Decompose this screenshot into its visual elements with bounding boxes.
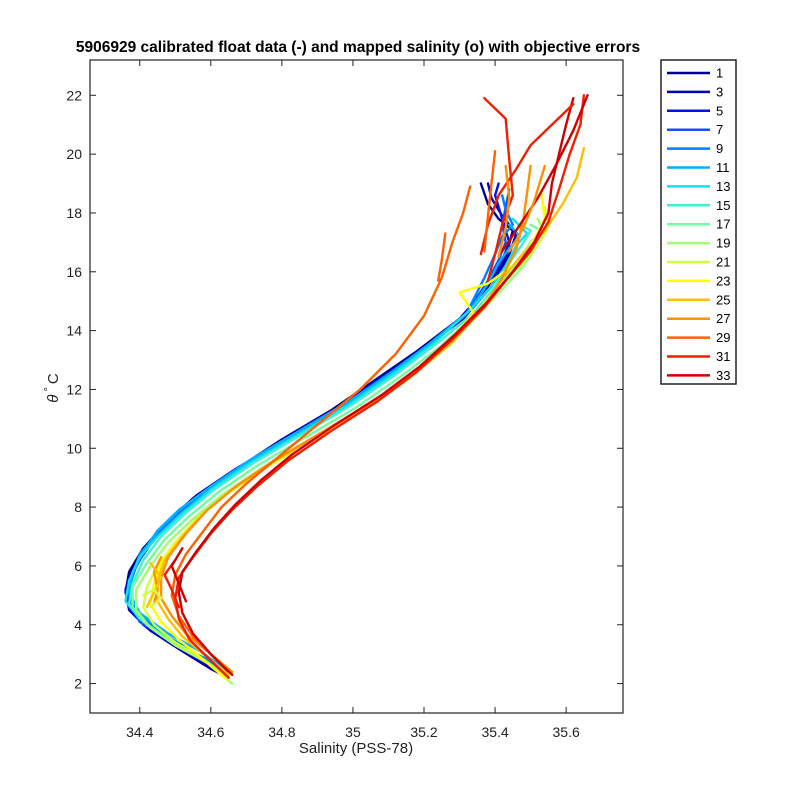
legend-label-1: 1 (716, 66, 723, 81)
extra-trace-0 (483, 97, 514, 282)
y-tick-label: 18 (66, 205, 82, 221)
legend-label-13: 13 (716, 179, 730, 194)
extra-trace-10 (163, 558, 180, 609)
extra-trace-2 (501, 94, 589, 253)
y-tick-label: 12 (66, 381, 82, 397)
extra-trace-8 (145, 561, 163, 609)
x-axis-label: Salinity (PSS-78) (299, 740, 413, 757)
legend-label-5: 5 (716, 103, 723, 118)
series-line-31 (174, 94, 586, 679)
y-tick-label: 14 (66, 323, 82, 339)
plot-frame (89, 59, 624, 714)
legend-label-19: 19 (716, 236, 730, 251)
extra-trace-6 (437, 232, 447, 282)
legend-label-9: 9 (716, 141, 723, 156)
legend-label-23: 23 (716, 273, 730, 288)
extra-trace-11 (170, 547, 188, 603)
x-tick-label: 35.6 (553, 724, 580, 740)
legend-label-25: 25 (716, 292, 730, 307)
legend-label-29: 29 (716, 330, 730, 345)
extra-trace-9 (142, 588, 163, 609)
y-tick-label: 20 (66, 146, 82, 162)
x-tick-label: 35 (345, 724, 361, 740)
legend-label-15: 15 (716, 198, 730, 213)
legend-box (660, 59, 737, 385)
svg-text:θ°C: θ ° C (43, 373, 62, 403)
x-axis-ticks: 34.4 34.6 34.8 35 35.2 35.4 35.6 (126, 60, 580, 740)
legend-label-31: 31 (716, 349, 730, 364)
y-tick-label: 22 (66, 87, 82, 103)
x-tick-label: 35.2 (410, 724, 437, 740)
x-tick-label: 34.8 (268, 724, 295, 740)
x-tick-label: 34.6 (197, 724, 224, 740)
y-tick-label: 4 (74, 617, 82, 633)
y-tick-label: 2 (74, 676, 82, 692)
extra-trace-7 (152, 555, 163, 606)
y-tick-label: 6 (74, 558, 82, 574)
legend-label-33: 33 (716, 368, 730, 383)
extra-trace-3 (483, 150, 497, 253)
y-tick-label: 10 (66, 440, 82, 456)
extra-trace-4 (497, 164, 511, 259)
y-tick-label: 8 (74, 499, 82, 515)
legend-label-27: 27 (716, 311, 730, 326)
y-axis-label: θ ° C (43, 373, 62, 403)
legend-label-21: 21 (716, 255, 730, 270)
legend-label-17: 17 (716, 217, 730, 232)
series-line-33 (177, 97, 575, 676)
data-traces (124, 94, 589, 685)
y-axis-label-unit: C (45, 373, 62, 384)
x-tick-label: 35.4 (481, 724, 508, 740)
y-axis-label-degree: ° (43, 387, 55, 391)
extra-trace-5 (508, 164, 546, 253)
chart-title: 5906929 calibrated float data (-) and ma… (76, 39, 640, 56)
legend-label-11: 11 (716, 160, 730, 175)
legend-label-7: 7 (716, 122, 723, 137)
y-tick-label: 16 (66, 264, 82, 280)
legend-label-3: 3 (716, 84, 723, 99)
y-axis-ticks: 2 4 6 8 10 12 14 16 18 20 22 (66, 87, 623, 692)
y-axis-label-symbol: θ (45, 395, 62, 403)
x-tick-label: 34.4 (126, 724, 153, 740)
